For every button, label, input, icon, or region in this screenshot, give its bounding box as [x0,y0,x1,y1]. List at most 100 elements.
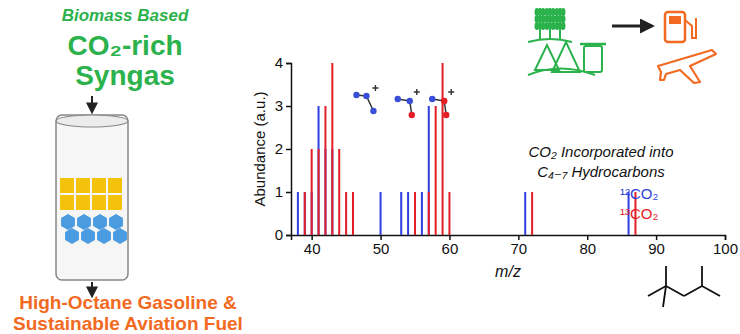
tick: 3 [275,97,291,114]
catalyst-a [92,195,106,210]
process-diagram: Biomass BasedCO₂-richSyngasHigh-Octane G… [13,6,243,334]
tick-label: 50 [373,240,390,257]
x-axis: 40 50 60 70 80 90 100 [292,235,739,257]
tick-label: 90 [648,240,665,257]
wheat-grain [561,8,566,16]
legend-entry: ¹²CO₂ [620,185,658,202]
tick-mark [286,192,291,194]
atom [370,108,376,114]
catalyst-b [81,228,95,244]
peak [435,106,437,235]
peak [414,192,416,235]
peak [311,149,313,235]
peak [297,192,299,235]
tick: 90 [648,235,665,257]
tick-label: 80 [579,240,596,257]
reactor [56,115,128,280]
y-axis-title: Abundance (a.u.) [251,91,268,206]
charge [448,89,454,95]
catalyst-b [65,228,79,244]
catalyst-b [97,228,111,244]
trash-lid [580,43,606,46]
y-axis: 0 1 2 3 4 [275,54,292,243]
x-axis-title: m/z [495,263,521,280]
annotation: CO₂ Incorporated into [529,143,674,160]
ion-icon [429,89,454,118]
wheat-grain [555,8,560,16]
product-label: High-Octane Gasoline & [19,292,237,313]
peak [428,106,430,235]
legend: ¹²CO₂¹³CO₂ [620,185,658,222]
peak [338,149,340,235]
peak [304,192,306,235]
peak [421,192,423,235]
feedstock-icons [528,8,716,83]
catalyst-a [60,178,74,193]
catalyst-b [77,214,91,230]
trash-can [584,46,602,72]
feed-label: Syngas [75,60,175,91]
wheat-grain [561,22,566,30]
peak [428,192,430,235]
catalyst-b [61,214,75,230]
peak [442,63,444,235]
arrow-in [91,96,93,112]
tick-label: 3 [275,97,283,114]
plane [658,50,716,83]
peak [304,192,306,235]
tick-label: 1 [275,183,283,200]
tick-label: 60 [442,240,459,257]
tick: 80 [579,235,596,257]
pump-window [669,16,681,24]
ion-icon [395,89,420,118]
atom [409,112,415,118]
ion-icons [353,85,454,118]
catalyst-a [108,195,122,210]
wheat-grain [535,15,540,23]
atom [407,98,413,104]
tick-label: 100 [713,240,738,257]
tick: 40 [304,235,321,257]
atom [353,92,359,98]
tick: 1 [275,183,291,200]
graphic: Biomass BasedCO₂-richSyngasHigh-Octane G… [0,0,740,334]
catalyst-a [76,178,90,193]
annotation: C₄₋₇ Hydrocarbons [537,163,665,180]
bond [666,286,684,296]
catalyst-a [108,178,122,193]
tick-mark [286,149,291,151]
fuel-pump [665,12,685,42]
chart: 40 50 60 70 80 90 100 0 1 2 3 4 m/z Abundance (a.u.) C… [251,54,738,280]
bond [648,286,666,296]
atom [441,98,447,104]
axis-line [286,64,292,236]
tick-label: 70 [510,240,527,257]
catalyst-a [76,195,90,210]
catalyst-b [109,214,123,230]
tick-mark [286,235,291,237]
peak [318,106,320,235]
atom [443,112,449,118]
tick: 4 [275,54,291,71]
wheat-grain [535,8,540,16]
peak [324,106,326,235]
charge [414,89,420,95]
tick-mark [286,106,291,108]
atom [395,96,401,102]
wheat-grain [555,22,560,30]
conversion-arrow [612,25,652,28]
tick: 2 [275,140,291,157]
ion-icon [353,85,378,114]
pump-hose [685,18,696,38]
wheat-grain [545,15,550,23]
peak [318,149,320,235]
peak [331,63,333,235]
tick: 60 [442,235,459,257]
bond [701,266,703,286]
reactor-top [56,115,128,127]
wheat-grain [561,15,566,23]
tick-label: 4 [275,54,283,71]
tick: 70 [510,235,527,257]
charge [372,85,378,91]
tick: 0 [275,226,291,243]
